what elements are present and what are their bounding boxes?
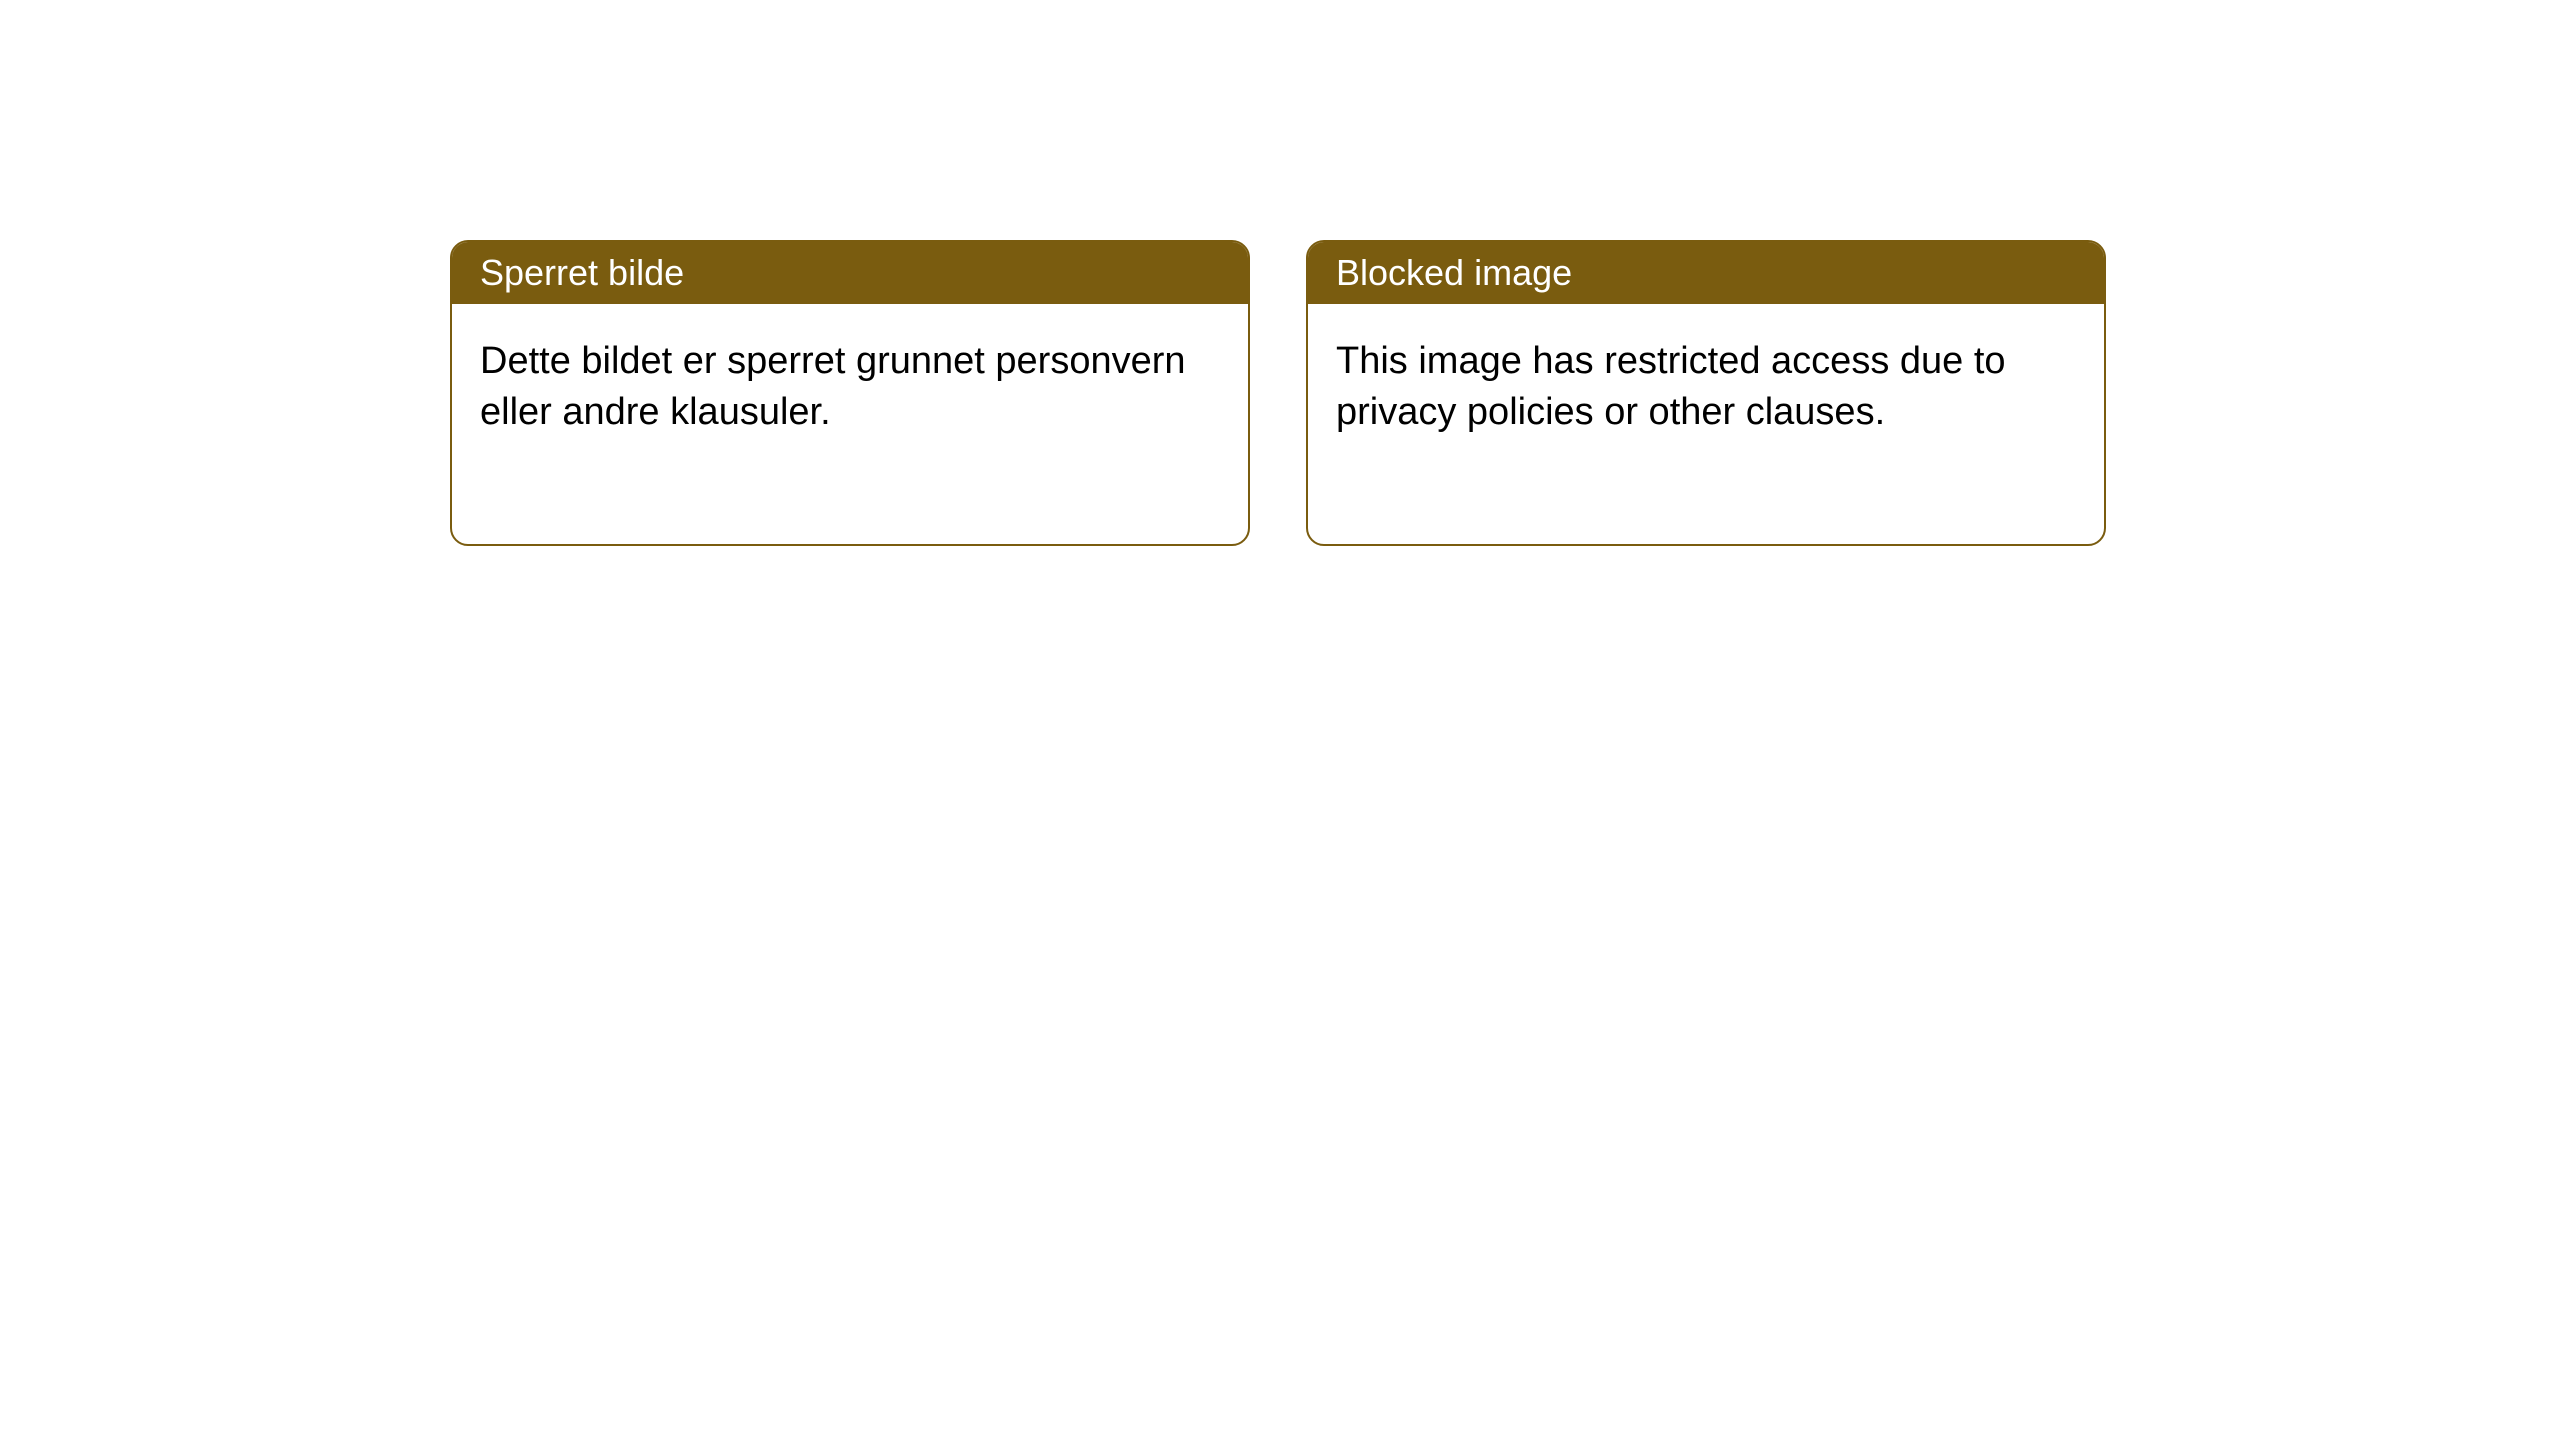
notice-card-norwegian: Sperret bilde Dette bildet er sperret gr… <box>450 240 1250 546</box>
notice-card-body: This image has restricted access due to … <box>1308 304 2104 544</box>
notice-card-title: Blocked image <box>1308 242 2104 304</box>
notice-card-title: Sperret bilde <box>452 242 1248 304</box>
notice-card-body: Dette bildet er sperret grunnet personve… <box>452 304 1248 544</box>
notice-card-english: Blocked image This image has restricted … <box>1306 240 2106 546</box>
notice-container: Sperret bilde Dette bildet er sperret gr… <box>450 240 2106 546</box>
